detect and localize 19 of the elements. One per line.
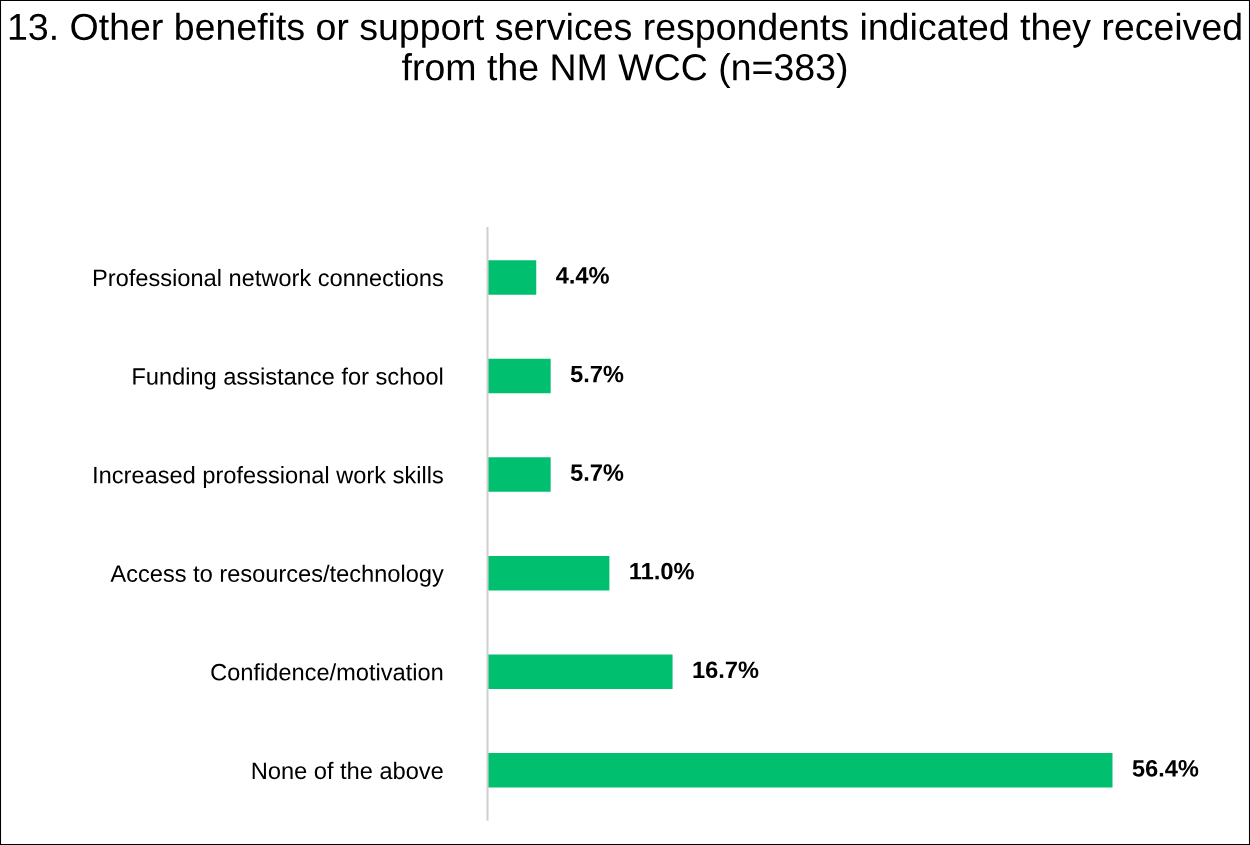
y-tick-label: Increased professional work skills <box>94 466 443 489</box>
bar <box>487 753 1113 788</box>
chart-title: 13. Other benefits or support services respondents indicated they received from the NM WCC (n=383) <box>9 12 1241 89</box>
y-tick-label: Access to resources/technology <box>110 564 444 587</box>
data-label: 16.7% <box>693 661 759 679</box>
bar <box>487 654 673 690</box>
data-label: 5.7% <box>570 464 624 481</box>
bar <box>487 555 610 591</box>
bar <box>487 260 537 295</box>
data-label: 11.0% <box>630 562 694 580</box>
y-tick-label: None of the above <box>252 761 443 780</box>
data-label: 56.4% <box>1132 759 1199 777</box>
data-label: 5.7% <box>570 365 624 383</box>
data-label: 4.4% <box>556 267 609 284</box>
y-tick-label: Professional network connections <box>93 268 443 287</box>
y-tick-label: Confidence/motivation <box>211 663 443 681</box>
bar <box>487 358 551 394</box>
bar <box>487 457 551 492</box>
y-tick-label: Funding assistance for school <box>133 367 443 390</box>
